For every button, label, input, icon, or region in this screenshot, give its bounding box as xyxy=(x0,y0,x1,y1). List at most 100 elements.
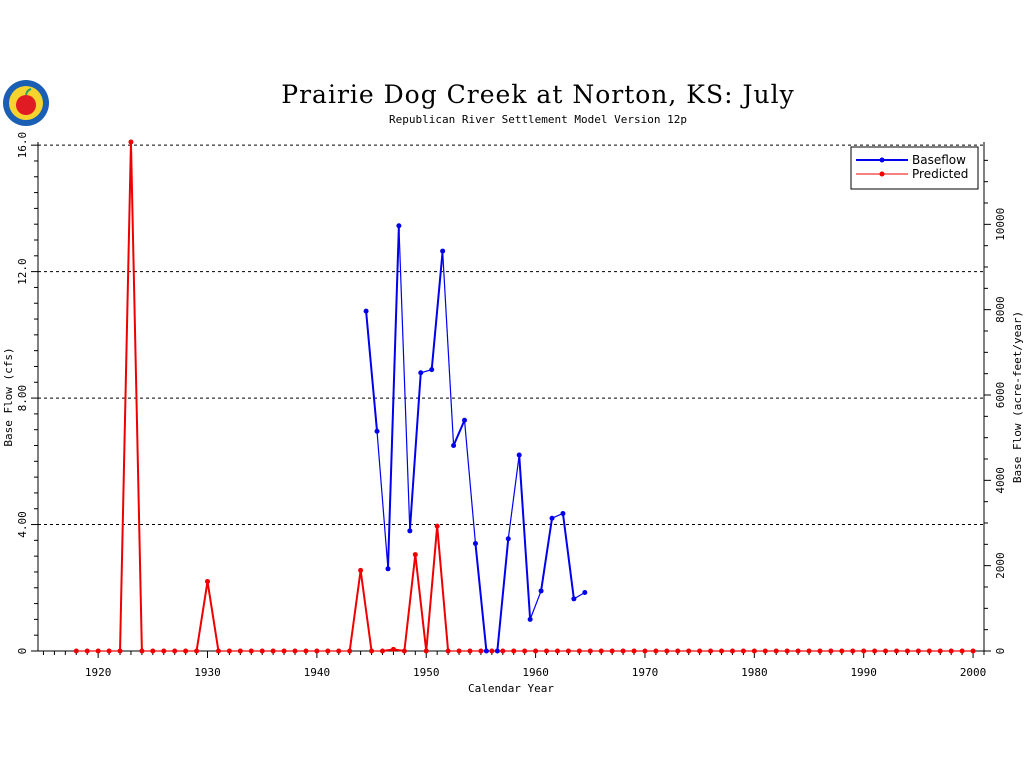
baseflow-point-12 xyxy=(494,648,500,654)
baseflow-point-15 xyxy=(527,616,533,622)
baseflow-segment-7 xyxy=(442,251,455,446)
x-tick-label-6: 1980 xyxy=(741,666,768,679)
predicted-segment-5 xyxy=(129,141,143,652)
legend: Baseflow Predicted xyxy=(850,146,979,190)
predicted-point-50 xyxy=(620,648,626,654)
predicted-point-0 xyxy=(73,648,79,654)
predicted-point-35 xyxy=(456,648,462,654)
baseflow-segment-13 xyxy=(507,454,520,539)
baseflow-point-19 xyxy=(571,596,577,602)
baseflow-segment-18 xyxy=(561,513,575,599)
predicted-point-14 xyxy=(226,648,232,654)
predicted-point-10 xyxy=(183,648,189,654)
predicted-point-15 xyxy=(237,648,243,654)
baseflow-segment-14 xyxy=(518,454,532,620)
y2-tick-label-3: 6000 xyxy=(994,382,1007,409)
predicted-point-32 xyxy=(423,648,429,654)
predicted-point-4 xyxy=(117,648,123,654)
predicted-point-46 xyxy=(576,648,582,654)
predicted-point-82 xyxy=(970,648,976,654)
baseflow-point-20 xyxy=(582,590,588,596)
predicted-point-28 xyxy=(379,648,385,654)
predicted-point-61 xyxy=(740,648,746,654)
baseflow-segment-4 xyxy=(408,372,422,531)
predicted-point-1 xyxy=(84,648,90,654)
predicted-point-63 xyxy=(762,648,768,654)
predicted-point-69 xyxy=(828,648,834,654)
predicted-point-79 xyxy=(937,648,943,654)
predicted-point-20 xyxy=(292,648,298,654)
x-tick-label-3: 1950 xyxy=(413,666,440,679)
baseflow-point-10 xyxy=(472,541,478,547)
predicted-point-36 xyxy=(467,648,473,654)
predicted-point-59 xyxy=(719,648,725,654)
series-points xyxy=(73,139,976,654)
x-tick-label-7: 1990 xyxy=(850,666,877,679)
baseflow-point-7 xyxy=(440,248,446,254)
predicted-segment-26 xyxy=(359,570,373,652)
baseflow-segment-6 xyxy=(430,250,444,370)
baseflow-segment-3 xyxy=(398,225,411,531)
baseflow-segment-8 xyxy=(452,419,466,446)
predicted-point-54 xyxy=(664,648,670,654)
legend-box xyxy=(850,146,979,190)
baseflow-segment-2 xyxy=(386,225,400,569)
predicted-segment-33 xyxy=(436,526,450,652)
predicted-point-64 xyxy=(773,648,779,654)
predicted-point-80 xyxy=(948,648,954,654)
baseflow-point-18 xyxy=(560,510,566,516)
baseflow-point-2 xyxy=(385,566,391,572)
axes xyxy=(37,142,985,652)
predicted-point-70 xyxy=(839,648,845,654)
y2-tick-label-0: 0 xyxy=(994,648,1007,655)
predicted-point-52 xyxy=(642,648,648,654)
predicted-point-43 xyxy=(544,648,550,654)
predicted-point-65 xyxy=(784,648,790,654)
baseflow-segment-16 xyxy=(540,518,554,592)
baseflow-point-8 xyxy=(451,443,457,449)
predicted-point-40 xyxy=(511,648,517,654)
predicted-point-6 xyxy=(139,648,145,654)
x-tick-label-1: 1930 xyxy=(194,666,221,679)
predicted-segment-11 xyxy=(195,581,209,652)
predicted-point-12 xyxy=(205,578,211,584)
legend-baseflow-label: Baseflow xyxy=(912,153,966,167)
predicted-point-21 xyxy=(303,648,309,654)
baseflow-segment-9 xyxy=(463,420,477,544)
y-tick-label-3: 12.0 xyxy=(16,258,29,285)
predicted-point-13 xyxy=(215,648,221,654)
predicted-point-77 xyxy=(915,648,921,654)
predicted-point-16 xyxy=(248,648,254,654)
predicted-point-58 xyxy=(708,648,714,654)
predicted-point-72 xyxy=(861,648,867,654)
predicted-point-76 xyxy=(904,648,910,654)
predicted-point-38 xyxy=(489,648,495,654)
y2-tick-label-5: 10000 xyxy=(994,208,1007,241)
x-tick-label-4: 1960 xyxy=(522,666,549,679)
predicted-point-66 xyxy=(795,648,801,654)
tick-marks: 1920 1930 1940 1950 1960 1970 1980 1990 2000 0 4.0… xyxy=(16,132,1007,679)
y-tick-label-0: 0 xyxy=(16,648,29,655)
predicted-point-62 xyxy=(751,648,757,654)
predicted-point-3 xyxy=(106,648,112,654)
predicted-point-47 xyxy=(587,648,593,654)
predicted-point-34 xyxy=(445,648,451,654)
x-tick-label-8: 2000 xyxy=(960,666,987,679)
predicted-point-39 xyxy=(500,648,506,654)
y-tick-label-2: 8.00 xyxy=(16,385,29,412)
y2-tick-label-2: 4000 xyxy=(994,467,1007,494)
predicted-point-22 xyxy=(314,648,320,654)
predicted-point-42 xyxy=(533,648,539,654)
predicted-point-44 xyxy=(554,648,560,654)
predicted-segment-25 xyxy=(348,570,362,652)
baseflow-segment-0 xyxy=(365,311,379,432)
baseflow-segment-10 xyxy=(474,543,488,652)
predicted-point-29 xyxy=(390,646,396,652)
legend-predicted-label: Predicted xyxy=(912,167,968,181)
predicted-point-37 xyxy=(478,648,484,654)
y2-axis-label: Base Flow (acre-feet/year) xyxy=(1011,311,1024,483)
y2-tick-label-4: 8000 xyxy=(994,296,1007,323)
predicted-point-51 xyxy=(631,648,637,654)
legend-predicted-marker xyxy=(879,171,885,177)
series-lines xyxy=(76,141,974,652)
